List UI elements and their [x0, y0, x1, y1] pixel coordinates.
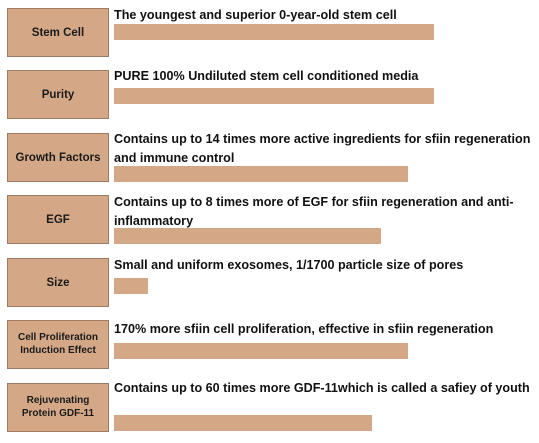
- row-label: Growth Factors: [7, 133, 109, 182]
- row-label: EGF: [7, 195, 109, 244]
- row-description: The youngest and superior 0-year-old ste…: [114, 8, 397, 22]
- row-label: Purity: [7, 70, 109, 119]
- row-bar: [114, 24, 434, 40]
- row-bar: [114, 343, 408, 359]
- row-description: PURE 100% Undiluted stem cell conditione…: [114, 69, 419, 83]
- row-description: Contains up to 60 times more GDF-11which…: [114, 381, 530, 395]
- row-description: Contains up to 14 times more active ingr…: [114, 132, 531, 165]
- row-bar: [114, 166, 408, 182]
- row-bar: [114, 278, 148, 294]
- row-bar: [114, 88, 434, 104]
- row-label: Rejuvenating Protein GDF-11: [7, 383, 109, 432]
- row-description: Contains up to 8 times more of EGF for s…: [114, 195, 514, 228]
- row-label: Size: [7, 258, 109, 307]
- row-description: 170% more sfiin cell proliferation, effe…: [114, 322, 494, 336]
- row-bar: [114, 415, 372, 431]
- row-label: Stem Cell: [7, 8, 109, 57]
- row-bar: [114, 228, 381, 244]
- row-description: Small and uniform exosomes, 1/1700 parti…: [114, 258, 464, 272]
- row-label: Cell Proliferation Induction Effect: [7, 320, 109, 369]
